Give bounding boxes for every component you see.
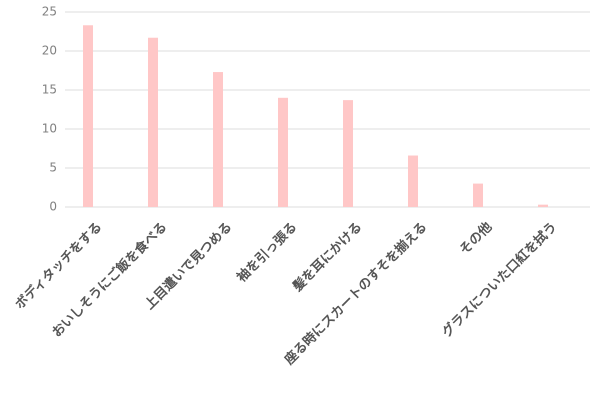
y-tick-label: 10 xyxy=(42,122,57,136)
y-tick-label: 15 xyxy=(42,83,57,97)
x-tick-label: 座る時にスカートのすそを揃える xyxy=(281,219,431,369)
bar xyxy=(408,155,418,207)
x-tick-label: 髪を耳にかける xyxy=(289,219,365,295)
bar xyxy=(473,183,483,207)
x-tick-label: グラスについた口紅を拭う xyxy=(439,219,560,340)
bar xyxy=(213,72,223,207)
x-tick-label: おいしそうにご飯を食べる xyxy=(49,219,170,340)
bar xyxy=(83,25,93,208)
bar xyxy=(148,37,158,207)
y-tick-label: 25 xyxy=(42,5,57,19)
y-tick-label: 5 xyxy=(49,161,57,175)
bar xyxy=(278,97,288,207)
bar xyxy=(538,204,548,207)
x-tick-label: その他 xyxy=(456,219,495,258)
y-tick-label: 0 xyxy=(49,200,57,214)
x-tick-label: 袖を引っ張る xyxy=(234,219,300,285)
y-tick-label: 20 xyxy=(42,44,57,58)
bar xyxy=(343,100,353,207)
